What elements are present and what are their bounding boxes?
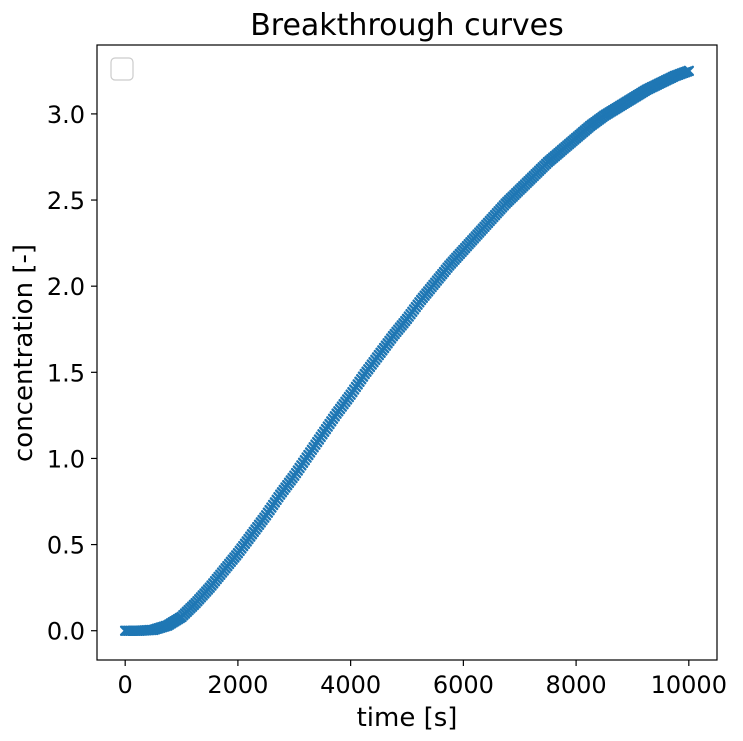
x-axis-label: time [s] (357, 703, 458, 733)
x-tick-label: 6000 (433, 671, 494, 699)
y-tick-label: 1.5 (47, 359, 85, 387)
x-tick-label: 2000 (207, 671, 268, 699)
x-tick-label: 10000 (651, 671, 727, 699)
y-tick-label: 2.5 (47, 187, 85, 215)
y-axis-label: concentration [-] (9, 244, 39, 462)
y-tick-label: 0.0 (47, 618, 85, 646)
axis-ticks: 0 2000 4000 6000 8000 10000 0.0 0.5 1.0 1.5 2.0 2.5… (47, 101, 727, 699)
legend-box (110, 57, 134, 81)
x-tick-label: 4000 (320, 671, 381, 699)
y-tick-label: 0.5 (47, 532, 85, 560)
y-tick-label: 3.0 (47, 101, 85, 129)
x-tick-label: 8000 (546, 671, 607, 699)
chart-title: Breakthrough curves (250, 8, 564, 43)
data-point-marker (683, 65, 695, 77)
y-tick-label: 1.0 (47, 445, 85, 473)
data-markers (119, 65, 695, 636)
axes-frame (96, 44, 718, 661)
y-tick-label: 2.0 (47, 273, 85, 301)
x-tick-label: 0 (118, 671, 133, 699)
